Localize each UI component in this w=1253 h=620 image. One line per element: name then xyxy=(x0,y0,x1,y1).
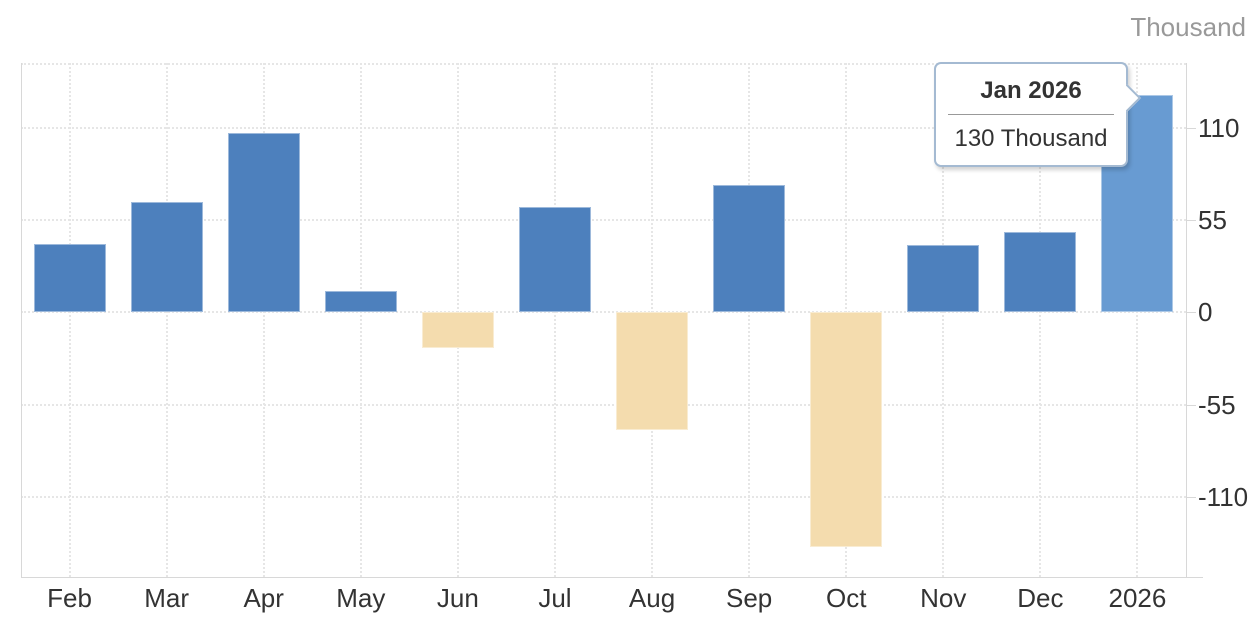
bar-oct[interactable] xyxy=(810,312,883,547)
gridline-horizontal xyxy=(21,219,1186,222)
x-axis-label-apr: Apr xyxy=(243,583,284,613)
x-axis-label-feb: Feb xyxy=(47,583,92,613)
gridline-vertical xyxy=(748,63,751,577)
x-axis-label-sep: Sep xyxy=(725,583,773,613)
x-axis-label-dec: Dec xyxy=(1017,583,1064,613)
tooltip: Jan 2026 130 Thousand xyxy=(934,62,1142,167)
bar-apr[interactable] xyxy=(227,133,300,313)
gridline-horizontal xyxy=(21,311,1186,314)
y-axis-tick xyxy=(1186,128,1196,130)
x-axis-label-oct: Oct xyxy=(825,583,867,613)
y-axis-tick xyxy=(1186,220,1196,222)
gridline-vertical xyxy=(68,63,71,577)
gridline-vertical xyxy=(359,63,362,577)
x-axis-label-aug: Aug xyxy=(628,583,676,613)
gridline-vertical xyxy=(1039,63,1042,577)
x-axis-label-may: May xyxy=(336,583,386,613)
x-axis-label-jun: Jun xyxy=(436,583,479,613)
bar-may[interactable] xyxy=(324,290,397,313)
y-axis-unit-label: Thousand xyxy=(1130,12,1246,42)
y-axis-tick-label: 110 xyxy=(1198,113,1240,144)
tooltip-body: Jan 2026 130 Thousand xyxy=(936,64,1126,165)
gridline-vertical xyxy=(262,63,265,577)
y-axis-line-left xyxy=(21,63,22,577)
gridline-vertical xyxy=(942,63,945,577)
y-axis-tick xyxy=(1186,404,1196,406)
x-axis-label-mar: Mar xyxy=(144,583,189,613)
x-axis-line xyxy=(21,577,1203,578)
gridline-horizontal xyxy=(21,403,1186,406)
bar-jul[interactable] xyxy=(518,206,591,313)
bar-feb[interactable] xyxy=(33,243,106,313)
y-axis-tick-label: -110 xyxy=(1198,481,1249,512)
gridline-horizontal xyxy=(21,127,1186,130)
gridline-horizontal xyxy=(21,495,1186,498)
bar-aug[interactable] xyxy=(616,312,689,430)
bar-sep[interactable] xyxy=(713,185,786,313)
tooltip-value: 130 Thousand xyxy=(954,125,1108,152)
x-axis-label-2026: 2026 xyxy=(1108,583,1167,613)
bar-mar[interactable] xyxy=(130,201,203,313)
bar-nov[interactable] xyxy=(907,245,980,313)
gridline-horizontal xyxy=(21,63,1186,65)
x-axis-label-nov: Nov xyxy=(920,583,967,613)
tooltip-title: Jan 2026 xyxy=(980,77,1082,104)
gridline-vertical xyxy=(553,63,556,577)
y-axis-tick xyxy=(1186,496,1196,498)
y-axis-tick-label: -55 xyxy=(1198,389,1236,420)
y-axis-tick-label: 55 xyxy=(1198,205,1227,236)
x-axis-label-jul: Jul xyxy=(538,583,572,613)
gridline-vertical xyxy=(1136,63,1139,577)
y-axis-tick xyxy=(1186,312,1196,314)
gridline-vertical xyxy=(165,63,168,577)
bar-jun[interactable] xyxy=(421,312,494,348)
bar-dec[interactable] xyxy=(1004,232,1077,313)
y-axis-line-right xyxy=(1186,63,1187,577)
tooltip-divider xyxy=(948,114,1114,115)
y-axis-tick-label: 0 xyxy=(1198,297,1213,328)
